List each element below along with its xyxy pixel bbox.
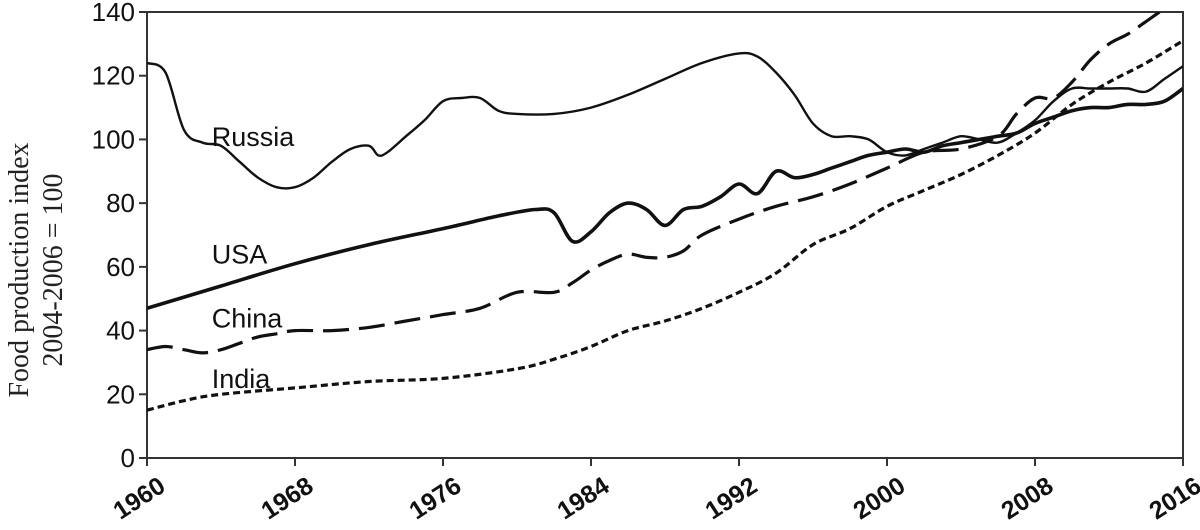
series-line-usa [147, 87, 1183, 311]
series-line-china [147, 12, 1163, 355]
series-layer [147, 12, 1183, 412]
y-tick-label: 20 [106, 379, 135, 409]
series-line-india [147, 39, 1183, 412]
y-tick-label: 40 [106, 316, 135, 346]
series-label-usa: USA [212, 240, 268, 270]
series-labels: Russia USA China India [212, 122, 296, 394]
x-tick-label: 2000 [848, 472, 910, 526]
y-tick-label: 60 [106, 252, 135, 282]
y-axis-label-line-1: Food production index [4, 142, 35, 397]
y-tick-label: 100 [92, 124, 135, 154]
plot-frame [146, 11, 1184, 459]
x-tick-label: 1968 [256, 472, 318, 526]
y-tick-label: 0 [121, 443, 135, 473]
y-tick-label: 140 [92, 0, 135, 27]
y-axis-label: Food production index 2004-2006 = 100 [4, 142, 69, 397]
series-label-china: China [212, 303, 284, 333]
x-tick-label: 1960 [108, 472, 170, 526]
y-tick-label: 80 [106, 188, 135, 218]
y-axis-label-line-2: 2004-2006 = 100 [38, 173, 69, 366]
series-label-russia: Russia [212, 122, 296, 152]
series-line-russia [147, 51, 1183, 190]
x-tick-label: 1992 [700, 472, 762, 526]
y-tick-label: 120 [92, 61, 135, 91]
x-tick-label: 2016 [1144, 472, 1200, 526]
series-label-india: India [212, 364, 272, 394]
x-tick-label: 1976 [404, 472, 466, 526]
x-tick-label: 1984 [552, 472, 614, 526]
x-tick-label: 2008 [996, 472, 1058, 526]
